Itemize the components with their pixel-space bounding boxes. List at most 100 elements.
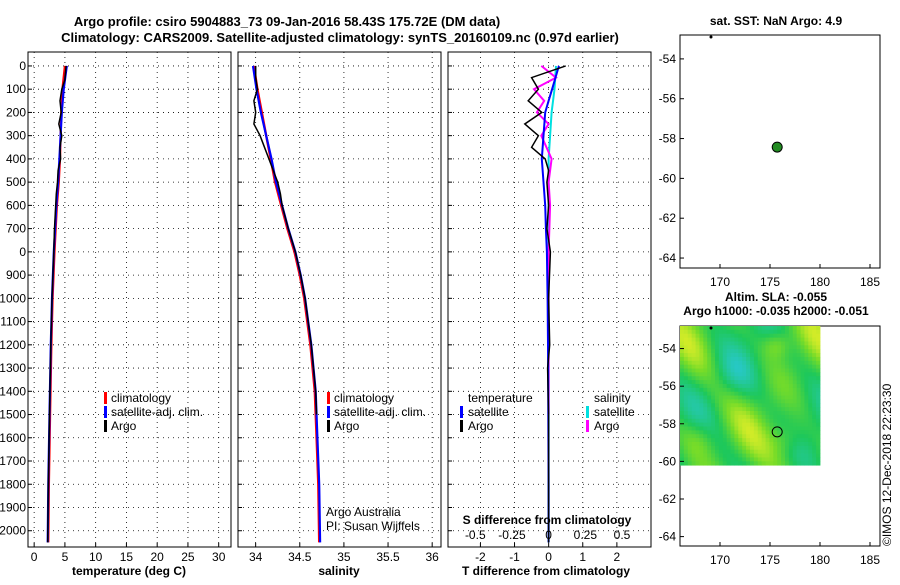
sla-cell xyxy=(699,353,704,358)
sla-cell xyxy=(753,445,759,451)
sla-cell xyxy=(691,461,696,466)
sla-cell xyxy=(788,411,794,416)
sla-cell xyxy=(792,345,798,350)
x2-tick-label: 0.5 xyxy=(614,528,631,542)
sla-cell xyxy=(742,399,747,404)
sla-cell xyxy=(726,422,731,427)
sla-cell xyxy=(757,418,763,424)
sla-cell xyxy=(785,329,790,335)
sla-cell xyxy=(683,356,689,362)
sla-cell xyxy=(730,372,735,377)
depth-tick-label: 0 xyxy=(19,59,26,73)
x-tick-label: -2 xyxy=(475,550,486,564)
sla-cell xyxy=(680,349,685,354)
sla-cell xyxy=(687,360,693,366)
sla-cell xyxy=(750,380,755,385)
sla-cell xyxy=(804,453,809,458)
sla-cell xyxy=(765,387,770,393)
sla-cell xyxy=(804,414,809,420)
sla-cell xyxy=(765,360,770,366)
sla-map-ticks: 170 175 180 185 -54 -56 -58 -60 -62 -64 xyxy=(659,342,881,567)
sla-cell xyxy=(750,453,755,458)
sla-cell xyxy=(804,449,809,454)
sla-cell xyxy=(707,372,712,377)
sla-cell xyxy=(722,441,728,447)
sla-cell xyxy=(738,391,743,396)
sla-cell xyxy=(796,368,801,373)
sla-cell xyxy=(773,329,778,335)
sla-cell xyxy=(816,356,821,362)
sla-cell xyxy=(691,364,696,369)
sla-cell xyxy=(804,364,809,369)
sla-cell xyxy=(816,445,821,451)
sla-cell xyxy=(785,403,790,408)
sla-cell xyxy=(718,426,724,431)
sla-cell xyxy=(707,407,712,412)
sla-cell xyxy=(715,329,720,335)
sla-cell xyxy=(750,341,755,346)
sla-cell xyxy=(680,418,685,424)
sla-cell xyxy=(769,376,774,381)
sla-cell xyxy=(792,438,798,443)
sla-cell xyxy=(746,453,751,458)
sla-cell xyxy=(781,391,786,396)
sla-cell xyxy=(703,453,708,458)
sla-cell xyxy=(773,449,778,454)
sla-cell xyxy=(746,360,751,366)
sla-cell xyxy=(711,333,716,338)
depth-tick-label: 500 xyxy=(6,175,26,189)
sla-cell xyxy=(718,376,724,381)
sla-cell xyxy=(718,329,724,335)
sla-cell xyxy=(718,383,724,389)
sla-cell xyxy=(738,387,743,393)
sla-cell xyxy=(680,403,685,408)
sla-cell xyxy=(726,349,731,354)
sla-cell xyxy=(711,441,716,447)
sla-cell xyxy=(757,376,763,381)
sla-cell xyxy=(765,349,770,354)
sla-cell xyxy=(699,453,704,458)
sla-cell xyxy=(769,368,774,373)
sla-cell xyxy=(753,411,759,416)
sla-cell xyxy=(808,414,813,420)
sla-cell xyxy=(753,341,759,346)
sla-cell xyxy=(726,407,731,412)
sla-cell xyxy=(742,360,747,366)
sla-cell xyxy=(808,326,813,331)
sla-cell xyxy=(812,418,817,424)
sla-cell xyxy=(722,445,728,451)
sla-cell xyxy=(738,445,743,451)
sla-cell xyxy=(792,414,798,420)
sla-cell xyxy=(680,345,685,350)
sla-cell xyxy=(695,411,700,416)
sla-cell xyxy=(746,441,751,447)
sla-cell xyxy=(683,407,689,412)
sla-cell xyxy=(769,391,774,396)
series-line-satellite xyxy=(46,65,68,543)
salinity-xlabel: salinity xyxy=(318,564,360,578)
sst-map-panel: sat. SST: NaN Argo: 4.9 170 175 180 185 -54 -… xyxy=(659,14,881,289)
sla-cell xyxy=(800,372,805,377)
sla-cell xyxy=(734,360,739,366)
sla-cell xyxy=(792,411,798,416)
sla-cell xyxy=(691,445,696,451)
sla-cell xyxy=(691,376,696,381)
sla-cell xyxy=(765,434,770,439)
sla-cell xyxy=(718,449,724,454)
sla-cell xyxy=(695,360,700,366)
sla-cell xyxy=(742,337,747,342)
sla-cell xyxy=(800,326,805,331)
sla-cell xyxy=(703,441,708,447)
sla-cell xyxy=(707,441,712,447)
sla-cell xyxy=(742,441,747,447)
sla-cell xyxy=(750,461,755,466)
sla-cell xyxy=(765,449,770,454)
sla-cell xyxy=(753,434,759,439)
sla-cell xyxy=(808,368,813,373)
difference-series xyxy=(523,65,566,543)
sla-cell xyxy=(777,426,782,431)
sla-cell xyxy=(738,399,743,404)
sla-cell xyxy=(750,434,755,439)
sla-cell xyxy=(683,333,689,338)
sla-cell xyxy=(750,337,755,342)
